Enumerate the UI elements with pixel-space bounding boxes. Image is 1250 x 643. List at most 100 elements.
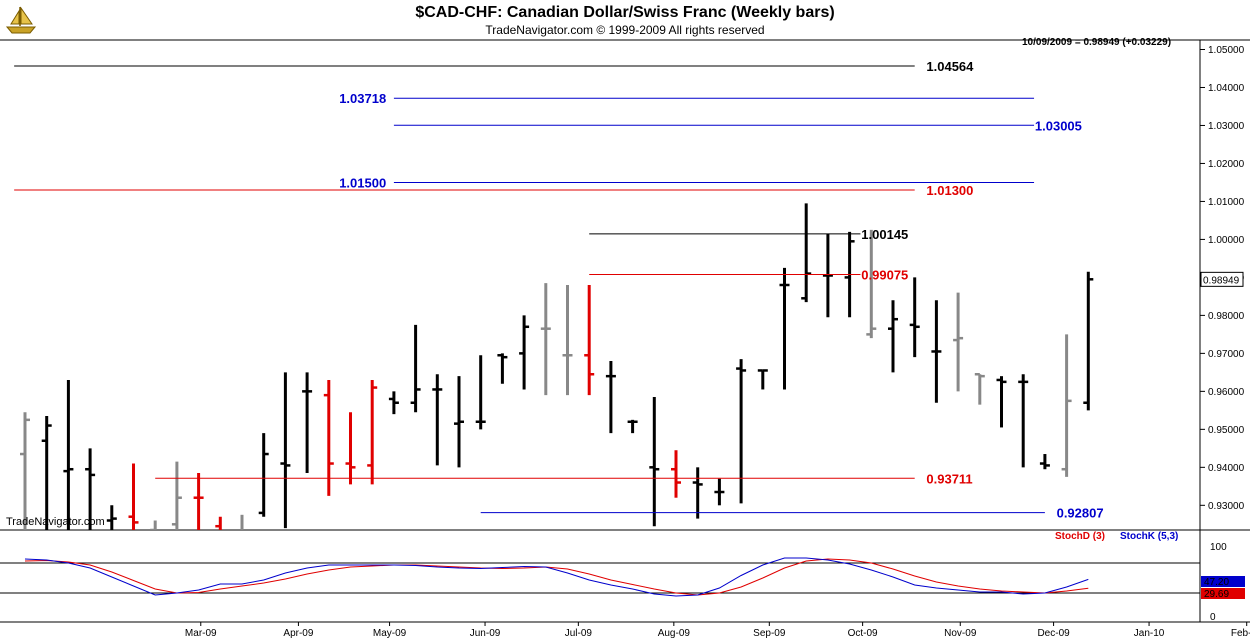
stochd-legend: StochD (3) — [1055, 531, 1105, 542]
ohlc-bar — [974, 373, 985, 405]
ohlc-bar — [692, 467, 703, 519]
ohlc-bar — [367, 379, 378, 485]
y-tick-label: 1.03000 — [1208, 121, 1245, 132]
last-price-box — [1200, 271, 1244, 287]
y-tick-label: 1.05000 — [1208, 45, 1245, 56]
ohlc-bar — [519, 315, 530, 390]
ohlc-bar — [150, 520, 157, 530]
ohlc-bar — [410, 324, 421, 413]
stochd-value-box — [1201, 588, 1245, 599]
y-tick-label: 1.01000 — [1208, 197, 1245, 208]
sailing-ship-icon — [5, 6, 37, 34]
ohlc-bar — [323, 379, 334, 496]
ohlc-bar — [106, 505, 117, 530]
x-tick-label: Sep-09 — [753, 628, 786, 639]
ohlc-bar — [345, 412, 356, 485]
level-label: 1.01300 — [926, 183, 973, 198]
ohlc-bar — [584, 285, 595, 396]
x-tick-label: Jun-09 — [470, 628, 501, 639]
ohlc-bar — [215, 516, 222, 530]
price-bars — [20, 203, 1094, 530]
x-tick-label: Oct-09 — [848, 628, 878, 639]
stochk-value: 47.20 — [1204, 577, 1229, 588]
ohlc-bar — [801, 203, 812, 303]
level-label: 1.03005 — [1035, 118, 1082, 133]
y-tick-label: 0.95000 — [1208, 425, 1245, 436]
ohlc-bar — [822, 233, 833, 318]
ohlc-bar — [909, 277, 920, 358]
ohlc-bar — [671, 450, 681, 498]
ohlc-bar — [497, 353, 508, 384]
level-label: 1.01500 — [339, 175, 386, 190]
level-label: 0.93711 — [926, 471, 972, 486]
ohlc-bar — [63, 379, 74, 530]
ohlc-bar — [866, 229, 877, 339]
stoch-tick-label: 100 — [1210, 542, 1227, 553]
y-tick-label: 1.04000 — [1208, 83, 1245, 94]
ohlc-bar — [931, 300, 942, 403]
ohlc-bar — [736, 359, 747, 504]
stochd-value: 29.69 — [1204, 589, 1229, 600]
x-tick-label: Apr-09 — [283, 628, 313, 639]
ohlc-bar — [996, 376, 1007, 428]
ohlc-bar — [258, 433, 269, 517]
stoch-tick-label: 0 — [1210, 612, 1216, 623]
ohlc-bar — [779, 267, 790, 390]
ohlc-bar — [1083, 271, 1094, 411]
y-tick-label: 0.98000 — [1208, 311, 1245, 322]
y-tick-label: 0.93000 — [1208, 501, 1245, 512]
ohlc-bar — [20, 412, 30, 530]
x-tick-label: May-09 — [373, 628, 407, 639]
ohlc-bar — [1039, 454, 1050, 470]
x-tick-label: Aug-09 — [658, 628, 691, 639]
level-label: 1.04564 — [926, 59, 974, 74]
y-tick-label: 0.94000 — [1208, 463, 1245, 474]
ohlc-bar — [540, 283, 551, 396]
x-tick-label: Jul-09 — [565, 628, 593, 639]
y-tick-label: 0.97000 — [1208, 349, 1245, 360]
stochd-line — [24, 558, 1089, 596]
stochk-legend: StochK (5,3) — [1120, 531, 1179, 542]
ohlc-bar — [953, 292, 964, 392]
x-tick-label: Jan-10 — [1134, 628, 1165, 639]
ohlc-bar — [171, 461, 182, 530]
y-tick-label: 1.02000 — [1208, 159, 1245, 170]
ohlc-bar — [280, 372, 291, 529]
last-price-label: 0.98949 — [1203, 275, 1240, 286]
ohlc-bar — [1061, 334, 1072, 477]
chart-header: $CAD-CHF: Canadian Dollar/Swiss Franc (W… — [0, 0, 1250, 40]
level-label: 0.99075 — [861, 268, 908, 283]
ohlc-bar — [475, 355, 486, 430]
ohlc-bar — [1018, 374, 1029, 468]
ohlc-bar — [388, 391, 399, 415]
ohlc-bar — [649, 397, 660, 527]
level-label: 0.92807 — [1057, 506, 1104, 521]
copyright-subtitle: TradeNavigator.com © 1999-2009 All right… — [485, 23, 765, 37]
ohlc-bar — [128, 463, 139, 530]
ohlc-bar — [888, 300, 898, 373]
ohlc-bar — [85, 448, 96, 530]
x-tick-label: Mar-09 — [185, 628, 217, 639]
stochk-line — [24, 557, 1089, 597]
level-label: 1.03718 — [339, 91, 386, 106]
y-tick-label: 0.96000 — [1208, 387, 1245, 398]
ohlc-bar — [714, 478, 725, 506]
ohlc-bar — [454, 376, 464, 468]
ohlc-bar — [757, 369, 768, 390]
ohlc-bar — [605, 360, 616, 434]
ohlc-bar — [432, 374, 443, 466]
x-tick-label: Dec-09 — [1037, 628, 1070, 639]
y-tick-label: 1.00000 — [1208, 235, 1245, 246]
x-tick-label: Nov-09 — [944, 628, 977, 639]
ohlc-bar — [240, 514, 244, 530]
stochk-value-box — [1201, 576, 1245, 587]
ohlc-bar — [193, 473, 204, 530]
ohlc-bar — [41, 416, 52, 530]
chart-title: $CAD-CHF: Canadian Dollar/Swiss Franc (W… — [415, 4, 835, 21]
ohlc-bar — [627, 419, 638, 434]
x-tick-label: Feb-10 — [1231, 628, 1250, 639]
ohlc-bar — [562, 285, 573, 396]
ohlc-bar — [302, 372, 313, 474]
